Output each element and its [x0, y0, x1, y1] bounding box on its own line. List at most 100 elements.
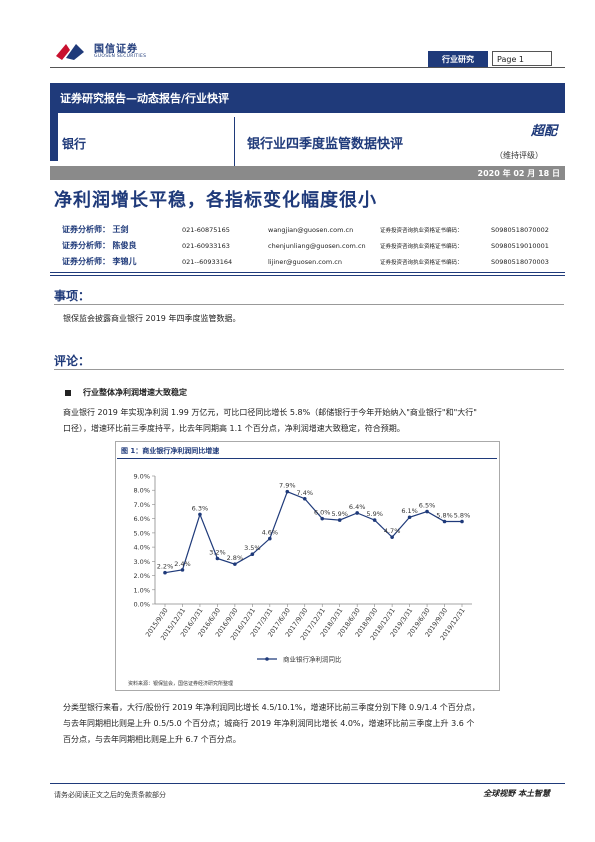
data-label: 5.8% — [436, 512, 453, 520]
page-number: Page 1 — [492, 51, 552, 66]
analyst-tel: 021--60933164 — [182, 258, 233, 266]
paragraph-line: 百分点，与去年同期相比则是上升 6.7 个百分点。 — [63, 735, 241, 744]
section-rule — [54, 369, 564, 370]
analyst-tel: 021-60933163 — [182, 242, 230, 250]
y-tick-label: 9.0% — [133, 473, 150, 481]
analyst-name: 李锦儿 — [112, 257, 137, 266]
data-label: 5.8% — [454, 512, 471, 520]
paragraph-line: 分类型银行来看，大行/股份行 2019 年净利润同比增长 4.5/10.1%，增… — [63, 703, 480, 712]
data-point — [425, 509, 429, 514]
matter-text: 银保监会披露商业银行 2019 年四季度监管数据。 — [63, 314, 241, 323]
y-tick-label: 1.0% — [133, 586, 150, 594]
report-subtitle: 银行业四季度监管数据快评 — [247, 137, 404, 152]
data-point — [198, 512, 202, 517]
data-label: 4.7% — [384, 527, 401, 535]
figure-frame — [115, 441, 500, 691]
legend-marker — [265, 657, 269, 661]
analyst-email[interactable]: wangjian@guosen.com.cn — [268, 226, 354, 234]
data-label: 2.8% — [227, 554, 244, 562]
y-tick-label: 0.0% — [133, 601, 150, 609]
paragraph-line: 与去年同期相比则是上升 0.5/5.0 个百分点；城商行 2019 年净利润同比… — [63, 719, 475, 728]
analyst-email[interactable]: lijiner@guosen.com.cn — [268, 258, 342, 266]
analyst-license-label: 证券投资咨询执业资格证书编码： — [380, 228, 463, 234]
data-label: 6.4% — [349, 503, 366, 511]
legend-label: 商业银行净利润同比 — [283, 655, 342, 664]
data-label: 6.0% — [314, 509, 331, 517]
data-point — [442, 519, 447, 524]
y-tick-label: 2.0% — [133, 572, 150, 580]
analyst-divider — [50, 275, 565, 276]
figure-title-rule — [117, 458, 497, 459]
y-tick-label: 3.0% — [133, 558, 150, 566]
data-point — [180, 568, 185, 572]
data-label: 2.4% — [174, 560, 191, 568]
section-heading-matter: 事项： — [54, 289, 91, 303]
rating: 超配 — [531, 124, 558, 139]
date-band — [50, 166, 565, 180]
bullet-text: 行业整体净利润增速大致稳定 — [83, 388, 187, 397]
series-line — [164, 490, 462, 574]
analyst-name: 陈俊良 — [112, 241, 137, 250]
data-label: 6.5% — [419, 502, 436, 510]
analyst-license: S0980518070002 — [491, 226, 549, 234]
data-point — [250, 552, 255, 557]
analyst-license: S0980518070003 — [491, 258, 549, 266]
slogan: 全球视野 本土智慧 — [483, 789, 550, 798]
data-point — [320, 516, 325, 521]
data-point — [407, 515, 412, 520]
section-heading-comment: 评论： — [54, 354, 91, 368]
analyst-license: S0980519010001 — [491, 242, 549, 250]
header-divider — [50, 67, 565, 68]
data-label: 7.9% — [279, 482, 296, 490]
data-point — [337, 518, 342, 522]
analyst-tel: 021-60875165 — [182, 226, 230, 234]
analyst-license-label: 证券投资咨询执业资格证书编码： — [380, 260, 463, 266]
report-date: 2020 年 02 月 18 日 — [477, 169, 560, 178]
analyst-row: 证券分析师： 王剑 — [62, 224, 129, 235]
y-tick-label: 6.0% — [133, 515, 150, 523]
data-point — [233, 562, 237, 566]
paragraph-line: 商业银行 2019 年实现净利润 1.99 万亿元，可比口径同比增长 5.8%（… — [63, 408, 477, 417]
paragraph-line: 口径），增速环比前三季度持平，比去年同期高 1.1 个百分点，净利润增速大致稳定… — [63, 424, 405, 433]
data-point — [215, 556, 220, 561]
analyst-divider — [50, 272, 565, 273]
data-label: 3.2% — [209, 548, 226, 556]
analyst-license-label: 证券投资咨询执业资格证书编码： — [380, 244, 463, 250]
analyst-role: 证券分析师： — [62, 225, 110, 234]
data-point — [302, 496, 307, 501]
analyst-role: 证券分析师： — [62, 257, 110, 266]
data-label: 2.2% — [157, 563, 174, 571]
rating-note: （维持评级） — [495, 151, 543, 160]
sector-accent — [50, 113, 58, 161]
y-tick-label: 4.0% — [133, 544, 150, 552]
sector-name: 银行 — [62, 137, 87, 151]
data-point — [355, 511, 359, 515]
data-label: 3.5% — [244, 544, 261, 552]
data-point — [163, 570, 167, 575]
bullet-square-icon — [65, 389, 71, 396]
analyst-row: 证券分析师： 李锦儿 — [62, 256, 137, 267]
line-chart: 0.0% 1.0% 2.0% 3.0% 4.0% 5.0% 6.0% 7.0% 8.0% 9.0%… — [133, 473, 472, 664]
analyst-role: 证券分析师： — [62, 241, 110, 250]
title-separator — [234, 117, 235, 167]
data-label: 6.3% — [192, 504, 209, 512]
analyst-row: 证券分析师： 陈俊良 — [62, 240, 137, 251]
logo-subtext: GUOSEN SECURITIES — [94, 54, 147, 59]
data-point — [268, 536, 272, 541]
data-label: 5.9% — [331, 510, 348, 518]
data-label: 6.1% — [401, 507, 418, 515]
disclaimer-note: 请务必阅读正文之后的免责条款部分 — [54, 791, 166, 799]
data-label: 4.6% — [262, 529, 279, 537]
data-point — [460, 519, 464, 524]
data-point — [285, 489, 290, 494]
report-category: 证券研究报告—动态报告/行业快评 — [60, 92, 230, 105]
report-type-tag: 行业研究 — [428, 51, 488, 68]
y-tick-label: 8.0% — [133, 487, 150, 495]
analyst-email[interactable]: chenjunliang@guosen.com.cn — [268, 242, 366, 250]
data-label: 7.4% — [297, 489, 314, 497]
y-tick-label: 7.0% — [133, 501, 150, 509]
y-tick-label: 5.0% — [133, 529, 150, 537]
guosen-logo-icon — [56, 44, 84, 60]
bullet-point: 行业整体净利润增速大致稳定 — [65, 387, 187, 398]
analyst-name: 王剑 — [112, 225, 129, 234]
